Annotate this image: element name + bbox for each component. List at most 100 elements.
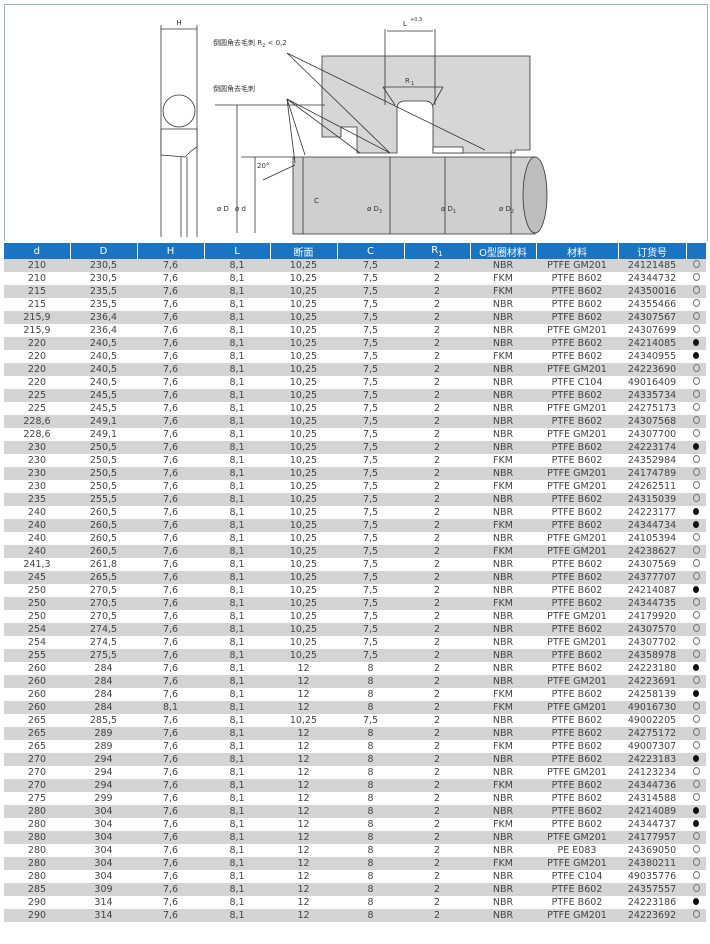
availability-cell [686, 493, 706, 506]
cell-D: 314 [70, 896, 137, 909]
cell-material: PTFE B602 [536, 272, 618, 285]
availability-cell [686, 649, 706, 662]
cell-oring-material: NBR [470, 714, 536, 727]
cell-section: 10,25 [270, 558, 337, 571]
label-r1: R [405, 77, 410, 85]
cell-D: 285,5 [70, 714, 137, 727]
cell-section: 10,25 [270, 636, 337, 649]
cell-D: 270,5 [70, 610, 137, 623]
cell-D: 304 [70, 870, 137, 883]
cell-order-number: 24335734 [618, 389, 686, 402]
cell-order-number: 24223174 [618, 441, 686, 454]
cell-order-number: 24223177 [618, 506, 686, 519]
cell-order-number: 49016730 [618, 701, 686, 714]
cell-R1: 2 [404, 493, 470, 506]
cell-D: 299 [70, 792, 137, 805]
stock-open-circle-icon [692, 715, 700, 723]
cell-material: PTFE B602 [536, 285, 618, 298]
cell-oring-material: NBR [470, 493, 536, 506]
cell-D: 260,5 [70, 519, 137, 532]
cell-R1: 2 [404, 688, 470, 701]
stock-open-circle-icon [692, 546, 700, 554]
cell-section: 10,25 [270, 389, 337, 402]
cell-oring-material: FKM [470, 701, 536, 714]
cell-C: 8 [337, 792, 404, 805]
table-row: 250 270,5 7,6 8,1 10,25 7,5 2 FKM PTFE B602 24344… [4, 597, 706, 610]
stock-open-circle-icon [692, 832, 700, 840]
cell-order-number: 24214087 [618, 584, 686, 597]
cell-order-number: 24307569 [618, 558, 686, 571]
cell-H: 7,6 [137, 571, 204, 584]
cell-d: 280 [4, 805, 70, 818]
cell-R1: 2 [404, 844, 470, 857]
note-deburr-r2: 倒圆角去毛刺 R2 < 0,2 [213, 38, 287, 49]
stock-open-circle-icon [692, 403, 700, 411]
cell-material: PTFE GM201 [536, 324, 618, 337]
cell-order-number: 24223180 [618, 662, 686, 675]
cell-d: 235 [4, 493, 70, 506]
cell-order-number: 24214085 [618, 337, 686, 350]
stock-filled-dot-icon [693, 339, 699, 346]
availability-cell [686, 675, 706, 688]
cell-H: 7,6 [137, 272, 204, 285]
cell-C: 7,5 [337, 636, 404, 649]
cell-material: PTFE B602 [536, 597, 618, 610]
cell-d: 280 [4, 844, 70, 857]
cell-L: 8,1 [204, 441, 270, 454]
cell-d: 230 [4, 467, 70, 480]
cell-D: 284 [70, 688, 137, 701]
cell-d: 230 [4, 454, 70, 467]
cell-C: 8 [337, 896, 404, 909]
availability-cell [686, 272, 706, 285]
cell-L: 8,1 [204, 545, 270, 558]
cell-section: 12 [270, 662, 337, 675]
cell-order-number: 24223186 [618, 896, 686, 909]
cell-oring-material: FKM [470, 272, 536, 285]
cell-D: 270,5 [70, 597, 137, 610]
cell-D: 230,5 [70, 272, 137, 285]
cell-C: 8 [337, 883, 404, 896]
cell-R1: 2 [404, 675, 470, 688]
availability-cell [686, 415, 706, 428]
cell-oring-material: FKM [470, 688, 536, 701]
cell-R1: 2 [404, 610, 470, 623]
cell-d: 210 [4, 272, 70, 285]
header-L: L [204, 243, 271, 259]
cell-H: 7,6 [137, 896, 204, 909]
cell-oring-material: NBR [470, 584, 536, 597]
cell-d: 220 [4, 376, 70, 389]
stock-filled-dot-icon [693, 820, 699, 827]
cell-order-number: 24344736 [618, 779, 686, 792]
cell-C: 7,5 [337, 272, 404, 285]
stock-open-circle-icon [692, 624, 700, 632]
cell-H: 7,6 [137, 389, 204, 402]
cell-H: 7,6 [137, 675, 204, 688]
cell-H: 7,6 [137, 662, 204, 675]
label-angle: 20° [257, 162, 269, 170]
stock-open-circle-icon [692, 884, 700, 892]
cell-order-number: 24344732 [618, 272, 686, 285]
cell-order-number: 24223691 [618, 675, 686, 688]
cell-L: 8,1 [204, 363, 270, 376]
cell-section: 12 [270, 896, 337, 909]
cell-material: PTFE GM201 [536, 532, 618, 545]
cell-section: 12 [270, 883, 337, 896]
cell-H: 7,6 [137, 337, 204, 350]
cell-L: 8,1 [204, 818, 270, 831]
cell-L: 8,1 [204, 636, 270, 649]
cell-section: 12 [270, 909, 337, 922]
cell-material: PTFE B602 [536, 623, 618, 636]
cell-R1: 2 [404, 324, 470, 337]
cell-material: PTFE GM201 [536, 259, 618, 272]
cell-order-number: 24307568 [618, 415, 686, 428]
cell-section: 10,25 [270, 714, 337, 727]
cell-L: 8,1 [204, 324, 270, 337]
cell-oring-material: FKM [470, 545, 536, 558]
cell-section: 12 [270, 792, 337, 805]
cell-d: 270 [4, 779, 70, 792]
header-order-number: 订货号 [618, 243, 687, 259]
cell-C: 8 [337, 857, 404, 870]
availability-cell [686, 597, 706, 610]
cell-L: 8,1 [204, 584, 270, 597]
cell-oring-material: NBR [470, 753, 536, 766]
